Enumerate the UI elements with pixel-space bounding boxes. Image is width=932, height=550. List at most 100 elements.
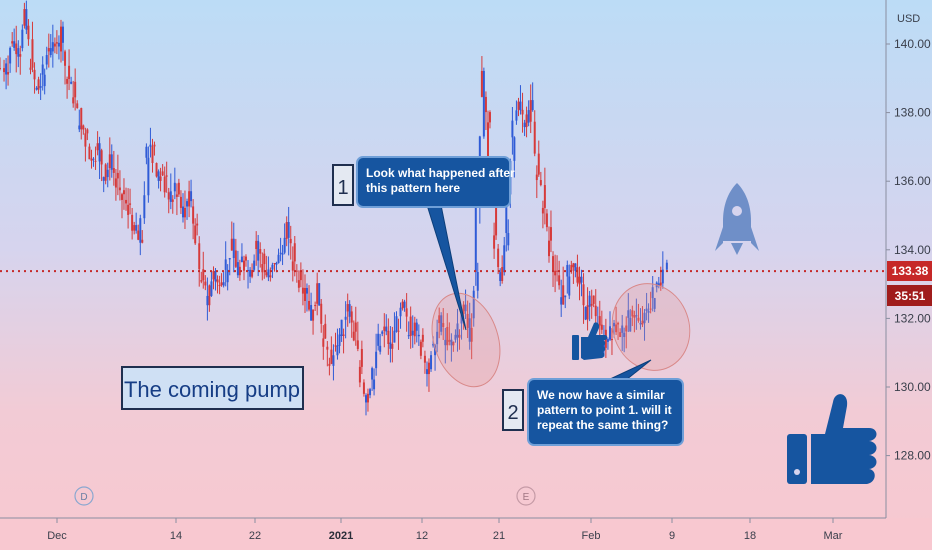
candle-body: [312, 310, 314, 321]
candle-body: [184, 208, 186, 217]
candle-body: [332, 355, 334, 366]
candle-body: [64, 51, 66, 65]
candle-body: [170, 191, 172, 202]
candle-body: [225, 259, 227, 269]
candle-body: [143, 195, 145, 218]
candle-body: [385, 327, 387, 332]
candle-body: [497, 249, 499, 267]
candle-body: [483, 71, 485, 136]
candle-body: [229, 258, 231, 259]
candle-body: [371, 368, 373, 379]
thumbs-up-icon: [787, 394, 877, 484]
candle-body: [396, 316, 398, 331]
candle-body: [223, 282, 225, 285]
candle-body: [373, 380, 375, 390]
time-axis-bg[interactable]: [0, 518, 932, 550]
candle-body: [38, 79, 40, 89]
candle-body: [243, 261, 245, 271]
candle-body: [532, 100, 534, 110]
candle-body: [365, 395, 367, 402]
candle-body: [164, 177, 166, 193]
rocket-icon: [715, 183, 759, 255]
candle-body: [261, 264, 263, 272]
candle-body: [54, 44, 56, 47]
candle-body: [162, 171, 164, 175]
candle-body: [339, 334, 341, 346]
candle-body: [103, 177, 105, 181]
y-tick-label: 138.00: [894, 106, 931, 120]
candle-body: [607, 339, 609, 342]
candle-body: [430, 355, 432, 369]
x-tick-label: Dec: [47, 530, 67, 542]
candle-body: [343, 334, 345, 335]
candle-body: [160, 176, 162, 180]
candle-body: [174, 183, 176, 192]
candle-body: [113, 168, 115, 173]
candle-body: [422, 335, 424, 342]
candle-body: [208, 285, 210, 305]
x-tick-label: 9: [669, 530, 675, 542]
pattern-ellipse-1: [421, 284, 512, 395]
candle-body: [347, 304, 349, 311]
candle-body: [269, 275, 271, 277]
candle-body: [538, 154, 540, 175]
candle-body: [341, 320, 343, 336]
callout-1-text-line2: this pattern here: [366, 181, 460, 195]
y-tick-label: 128.00: [894, 449, 931, 463]
candle-body: [274, 263, 276, 264]
event-marker-d-label: D: [80, 492, 87, 503]
candle-body: [123, 190, 125, 194]
candle-body: [353, 332, 355, 341]
candle-body: [46, 55, 48, 65]
candle-body: [383, 327, 385, 331]
candle-body: [182, 207, 184, 218]
candle-body: [284, 238, 286, 253]
x-tick-label: 18: [744, 530, 756, 542]
candle-body: [9, 48, 11, 64]
candle-body: [477, 272, 479, 291]
candle-body: [176, 194, 178, 196]
candle-body: [233, 239, 235, 258]
candle-body: [282, 253, 284, 254]
candle-body: [115, 178, 117, 187]
candle-body: [666, 263, 668, 270]
candle-body: [153, 145, 155, 147]
candle-body: [137, 231, 139, 240]
candle-body: [286, 222, 288, 239]
candle-body: [387, 331, 389, 344]
candle-body: [379, 346, 381, 352]
candle-body: [420, 342, 422, 356]
x-tick-label: 12: [416, 530, 428, 542]
candle-body: [534, 122, 536, 154]
candle-body: [127, 205, 129, 215]
current-price-label: 133.38: [892, 264, 929, 278]
candle-body: [292, 261, 294, 270]
candle-body: [554, 271, 556, 276]
candle-body: [265, 272, 267, 275]
candle-body: [560, 297, 562, 304]
candle-body: [263, 254, 265, 264]
candle-body: [231, 239, 233, 251]
candles-layer: [0, 1, 668, 416]
candle-body: [530, 100, 532, 122]
candle-body: [257, 241, 259, 261]
candle-body: [147, 158, 149, 195]
candle-body: [88, 147, 90, 160]
candle-body: [404, 302, 406, 308]
candle-body: [412, 331, 414, 335]
candle-body: [408, 335, 410, 336]
candle-body: [418, 335, 420, 336]
candle-body: [129, 203, 131, 204]
candle-body: [499, 272, 501, 281]
candle-body: [298, 280, 300, 288]
candle-body: [572, 263, 574, 267]
candle-body: [156, 163, 158, 176]
candle-body: [393, 331, 395, 343]
candle-body: [68, 66, 70, 79]
candle-body: [172, 199, 174, 201]
candle-body: [36, 88, 38, 90]
candle-body: [186, 201, 188, 206]
candle-body: [101, 150, 103, 164]
